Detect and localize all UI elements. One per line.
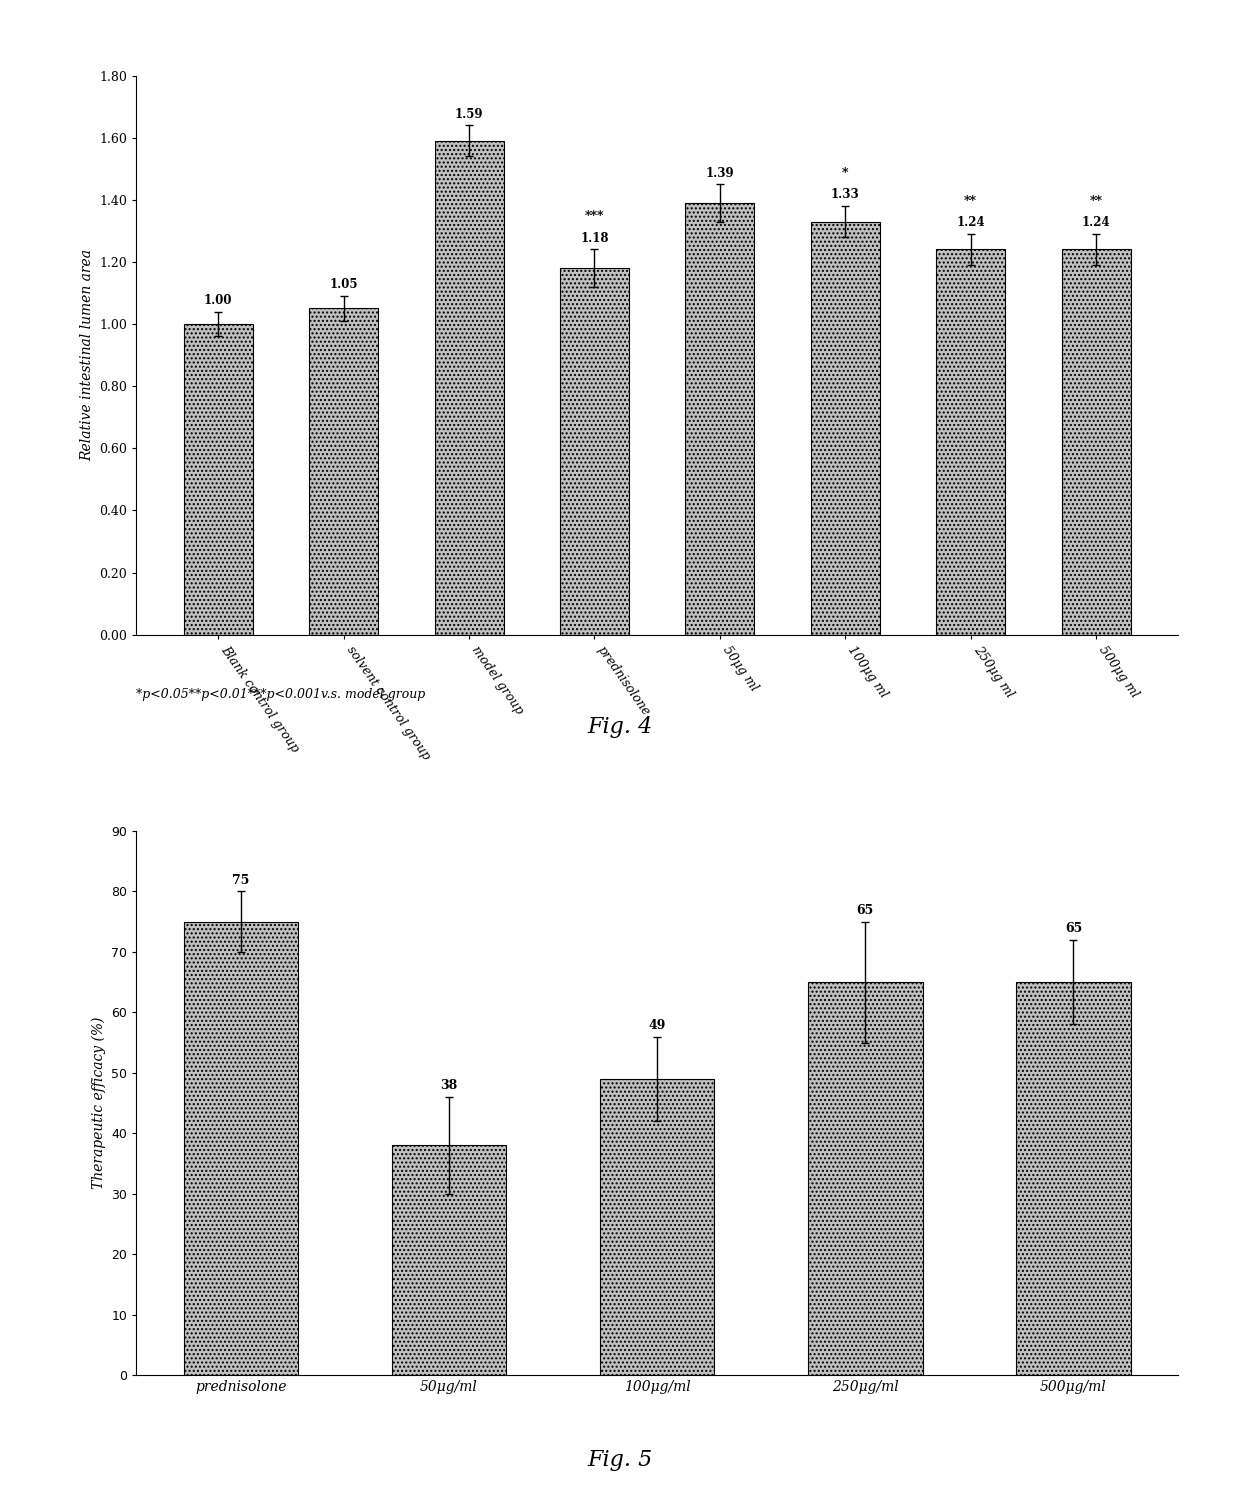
Text: 1.59: 1.59	[455, 107, 484, 121]
Text: Fig. 5: Fig. 5	[588, 1449, 652, 1470]
Text: 1.24: 1.24	[1081, 216, 1111, 230]
Text: 1.18: 1.18	[580, 231, 609, 245]
Text: ***: ***	[585, 210, 604, 224]
Bar	[686, 202, 754, 635]
Bar	[434, 141, 503, 635]
Bar	[808, 982, 923, 1375]
Bar	[184, 323, 253, 635]
Text: **: **	[965, 195, 977, 207]
Text: 49: 49	[649, 1018, 666, 1032]
Text: Fig. 4: Fig. 4	[588, 716, 652, 737]
Text: 1.33: 1.33	[831, 189, 859, 201]
Text: 1.00: 1.00	[205, 295, 232, 307]
Text: *: *	[842, 166, 848, 180]
Bar	[560, 267, 629, 635]
Bar	[392, 1145, 506, 1375]
Text: 65: 65	[1065, 922, 1083, 935]
Text: 38: 38	[440, 1079, 458, 1092]
Y-axis label: Relative intestinal lumen area: Relative intestinal lumen area	[79, 249, 94, 461]
Text: *p<0.05**p<0.01***p<0.001v.s. model group: *p<0.05**p<0.01***p<0.001v.s. model grou…	[136, 688, 425, 701]
Bar	[936, 249, 1006, 635]
Bar	[811, 222, 880, 635]
Text: 75: 75	[232, 873, 249, 887]
Text: **: **	[1090, 195, 1102, 207]
Text: 1.39: 1.39	[706, 166, 734, 180]
Bar	[1061, 249, 1131, 635]
Text: 1.05: 1.05	[330, 278, 358, 292]
Bar	[600, 1079, 714, 1375]
Bar	[1017, 982, 1131, 1375]
Text: 65: 65	[857, 904, 874, 917]
Text: 1.24: 1.24	[956, 216, 985, 230]
Bar	[309, 308, 378, 635]
Y-axis label: Therapeutic efficacy (%): Therapeutic efficacy (%)	[92, 1017, 105, 1189]
Bar	[184, 922, 298, 1375]
